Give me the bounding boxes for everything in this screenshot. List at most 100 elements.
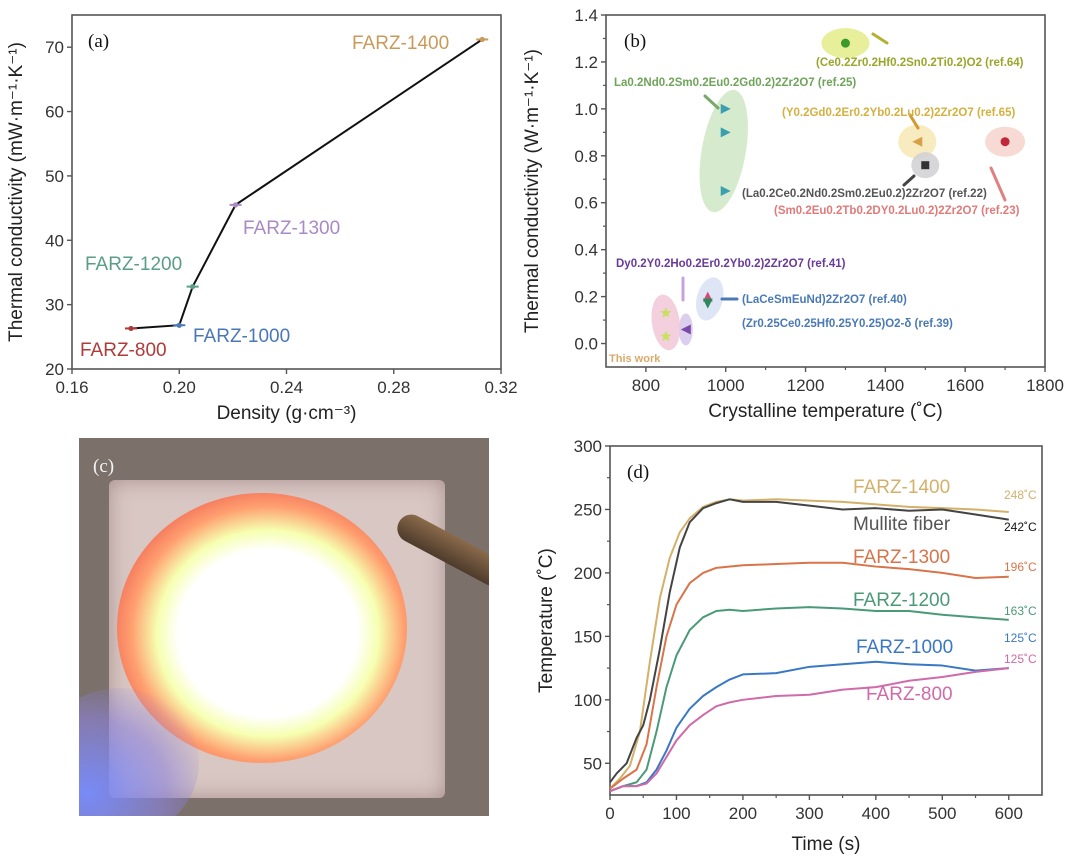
marker-circle xyxy=(1000,137,1010,147)
data-point xyxy=(128,325,134,332)
group-label: (Zr0.25Ce0.25Hf0.25Y0.25)O2-δ (ref.39) xyxy=(742,318,953,330)
x-tick-label: 0.28 xyxy=(377,378,410,397)
x-tick-label: 800 xyxy=(632,376,660,395)
temperature-series-line xyxy=(609,660,1009,793)
group-label: (LaCeSmEuNd)2Zr2O7 (ref.40) xyxy=(742,294,907,306)
temperature-series-line xyxy=(609,606,1009,793)
panel-c-photo: (c) xyxy=(79,438,489,816)
y-tick-label: 0.6 xyxy=(574,194,598,213)
density-conductivity-line xyxy=(130,38,483,330)
pointer-arrow xyxy=(989,166,1007,202)
x-tick-label: 0.20 xyxy=(163,378,196,397)
temperature-series-line xyxy=(609,667,1009,793)
series-end-value: 125˚C xyxy=(1004,652,1037,666)
x-tick-label: 100 xyxy=(662,804,690,823)
marker-triangle-right xyxy=(720,186,731,196)
y-tick-label: 0.0 xyxy=(574,335,598,354)
group-ellipse xyxy=(651,294,681,351)
x-tick-label: 1000 xyxy=(707,376,745,395)
temperature-series-line xyxy=(609,498,1009,783)
series-end-value: 242˚C xyxy=(1004,520,1037,534)
plot-frame xyxy=(609,445,1043,796)
y-tick-label: 60 xyxy=(45,103,64,122)
temperature-series-line xyxy=(609,498,1009,790)
panel-b-label: (b) xyxy=(624,31,646,52)
y-tick-label: 0.8 xyxy=(574,147,598,166)
group-label: (Y0.2Gd0.2Er0.2Yb0.2Lu0.2)2Zr2O7 (ref.65… xyxy=(782,107,1015,119)
x-tick-label: 300 xyxy=(795,804,823,823)
data-point xyxy=(176,322,182,328)
marker-circle xyxy=(840,38,850,48)
series-end-value: 248˚C xyxy=(1004,488,1037,502)
y-tick-label: 1.0 xyxy=(574,100,598,119)
group-label: (Ce0.2Zr0.2Hf0.2Sn0.2Ti0.2)O2 (ref.64) xyxy=(816,57,1024,69)
group-ellipse xyxy=(699,89,748,213)
series-label: FARZ-1400 xyxy=(853,477,950,498)
x-tick-label: 0.32 xyxy=(484,378,517,397)
marker-star xyxy=(660,330,672,342)
y-tick-label: 150 xyxy=(574,627,602,646)
plot-frame xyxy=(605,14,1046,368)
panel-d-chart: 0 100 200 300 400 500 600 50 100 150 200 250 300 Time… xyxy=(536,437,1043,855)
x-tick-label: 1200 xyxy=(787,376,825,395)
x-axis-label: Time (s) xyxy=(792,834,861,855)
pointer-arrow xyxy=(902,174,916,187)
y-tick-label: 0.4 xyxy=(574,241,598,260)
y-tick-label: 30 xyxy=(45,296,64,315)
marker-triangle-right xyxy=(720,127,731,138)
group-label: This work xyxy=(609,353,661,365)
point-label: FARZ-1200 xyxy=(85,254,182,275)
x-tick-label: 0.24 xyxy=(270,378,303,397)
series-end-value: 163˚C xyxy=(1004,604,1037,618)
data-point xyxy=(190,284,196,290)
group-label: (La0.2Ce0.2Nd0.2Sm0.2Eu0.2)2Zr2O7 (ref.2… xyxy=(742,188,987,200)
y-tick-label: 50 xyxy=(45,167,64,186)
y-tick-label: 300 xyxy=(574,437,602,456)
y-tick-label: 200 xyxy=(574,564,602,583)
x-tick-label: 200 xyxy=(729,804,757,823)
y-tick-label: 20 xyxy=(45,360,64,379)
series-label: FARZ-1000 xyxy=(856,637,953,658)
panel-a-label: (a) xyxy=(88,31,109,52)
marker-triangle-down xyxy=(702,298,713,309)
marker-star xyxy=(660,307,672,318)
y-tick-label: 0.2 xyxy=(574,288,598,307)
plot-frame xyxy=(71,14,502,370)
x-tick-label: 1400 xyxy=(866,376,904,395)
group-label: (Sm0.2Eu0.2Tb0.2DY0.2Lu0.2)2Zr2O7 (ref.2… xyxy=(774,205,1020,217)
x-tick-label: 500 xyxy=(928,804,956,823)
data-point xyxy=(479,36,485,43)
x-axis-label: Density (g·cm⁻³) xyxy=(217,403,357,424)
marker-triangle-left xyxy=(912,136,923,147)
series-label: FARZ-1200 xyxy=(853,590,950,611)
series-end-value: 125˚C xyxy=(1004,631,1037,645)
x-tick-label: 400 xyxy=(862,804,890,823)
marker-triangle-left xyxy=(680,324,691,335)
group-label: Dy0.2Y0.2Ho0.2Er0.2Yb0.2)2Zr2O7 (ref.41) xyxy=(616,258,846,270)
point-label: FARZ-1400 xyxy=(352,33,449,54)
y-tick-label: 70 xyxy=(45,38,64,57)
x-tick-label: 600 xyxy=(995,804,1023,823)
point-label: FARZ-1000 xyxy=(193,326,290,347)
y-tick-label: 100 xyxy=(574,691,602,710)
point-label: FARZ-800 xyxy=(80,340,167,361)
y-tick-label: 40 xyxy=(45,231,64,250)
y-axis-label: Thermal conductivity (W·m⁻¹·K⁻¹) xyxy=(522,49,543,333)
x-tick-label: 0.16 xyxy=(55,378,88,397)
x-tick-label: 1800 xyxy=(1026,376,1064,395)
y-axis-label: Thermal conductivity (mW·m⁻¹·K⁻¹) xyxy=(6,42,27,342)
x-tick-label: 0 xyxy=(605,804,614,823)
series-label: FARZ-1300 xyxy=(853,547,950,568)
panel-d-label: (d) xyxy=(627,462,649,483)
y-tick-label: 250 xyxy=(574,500,602,519)
x-tick-label: 1600 xyxy=(946,376,984,395)
panel-b-chart: 800 1000 1200 1400 1600 1800 0.0 0.2 0.4 0.6 0.8 1.… xyxy=(522,6,1064,422)
y-axis-label: Temperature (˚C) xyxy=(536,548,557,693)
y-tick-label: 1.4 xyxy=(574,6,598,25)
x-axis-label: Crystalline temperature (˚C) xyxy=(708,401,942,422)
series-end-value: 196˚C xyxy=(1004,560,1037,574)
y-tick-label: 1.2 xyxy=(574,53,598,72)
group-label: La0.2Nd0.2Sm0.2Eu0.2Gd0.2)2Zr2O7 (ref.25… xyxy=(614,77,856,89)
y-tick-label: 50 xyxy=(583,754,602,773)
